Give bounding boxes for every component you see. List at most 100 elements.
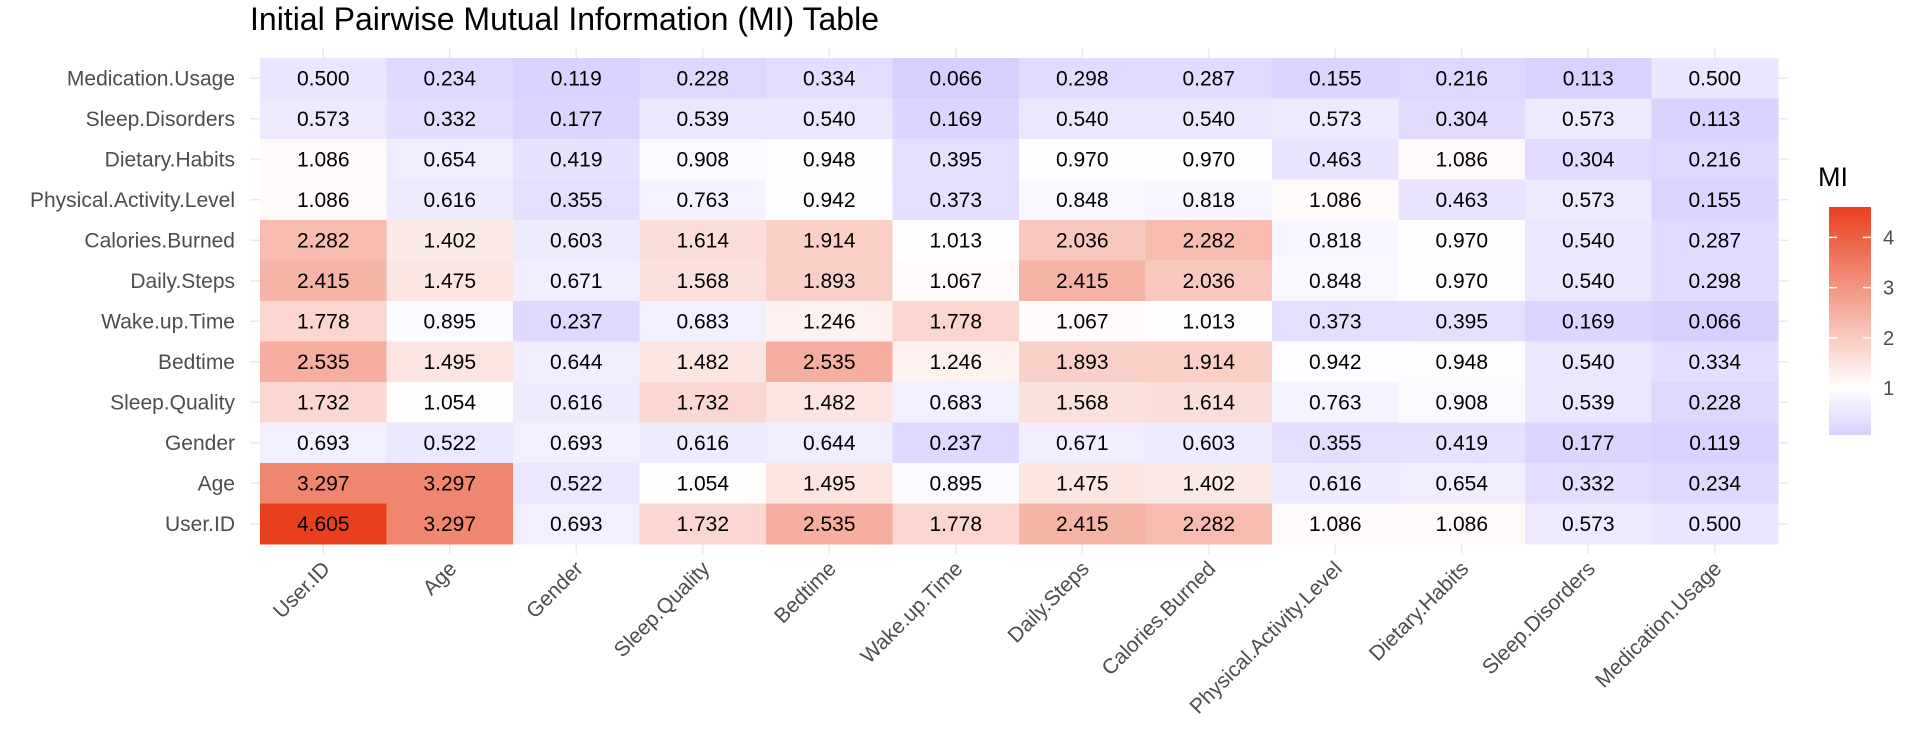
cell-value-label: 1.614 <box>676 229 729 252</box>
legend-tick-label: 3 <box>1883 278 1894 300</box>
cell-value-label: 0.683 <box>929 391 982 414</box>
cell-value-label: 1.778 <box>929 310 982 333</box>
heatmap-cell <box>1398 422 1526 464</box>
cell-value-label: 0.540 <box>803 108 856 131</box>
cell-value-label: 1.732 <box>676 391 729 414</box>
heatmap-cell <box>260 139 387 180</box>
cell-value-label: 0.573 <box>1562 108 1615 131</box>
cell-value-label: 0.355 <box>550 189 603 212</box>
heatmap-cell-labels: 0.500 0.234 0.119 0.228 0.334 0.066 0.298 0.287… <box>297 67 1741 536</box>
cell-value-label: 1.475 <box>1056 472 1109 495</box>
heatmap-cell <box>892 58 1020 99</box>
heatmap-cell <box>386 301 514 342</box>
heatmap-cell <box>1019 98 1146 140</box>
heatmap-cell <box>1398 179 1526 221</box>
cell-value-label: 0.671 <box>550 270 603 293</box>
cell-value-label: 0.119 <box>1689 432 1740 455</box>
heatmap-cell <box>386 463 514 504</box>
cell-value-label: 0.500 <box>1688 513 1741 536</box>
cell-value-label: 0.616 <box>423 189 476 212</box>
cell-value-label: 0.970 <box>1056 148 1109 171</box>
cell-value-label: 0.763 <box>676 189 729 212</box>
heatmap-cell <box>766 220 893 261</box>
heatmap-cell <box>386 503 514 545</box>
heatmap-cell <box>1272 301 1399 342</box>
heatmap-cell <box>892 220 1020 261</box>
heatmap-cell <box>260 98 387 140</box>
heatmap-cell <box>1525 260 1652 302</box>
cell-value-label: 1.482 <box>676 351 729 374</box>
heatmap-cell <box>260 463 387 504</box>
cell-value-label: 0.654 <box>1435 472 1488 495</box>
heatmap-cell <box>1651 98 1779 140</box>
heatmap-cell <box>1272 422 1399 464</box>
heatmap-cell <box>1145 220 1273 261</box>
cell-value-label: 0.948 <box>803 148 856 171</box>
heatmap-cell <box>1651 58 1779 99</box>
cell-value-label: 2.282 <box>1182 513 1235 536</box>
cell-value-label: 0.355 <box>1309 432 1362 455</box>
cell-value-label: 0.603 <box>1182 432 1235 455</box>
cell-value-label: 0.228 <box>1688 391 1741 414</box>
heatmap-cell <box>1651 260 1779 302</box>
heatmap-cell <box>1145 98 1273 140</box>
heatmap-cell <box>892 179 1020 221</box>
heatmap-cell <box>260 179 387 221</box>
cell-value-label: 0.304 <box>1435 108 1488 131</box>
x-tick-label: Calories.Burned <box>1098 557 1221 680</box>
cell-value-label: 1.482 <box>803 391 856 414</box>
cell-value-label: 0.818 <box>1309 229 1362 252</box>
cell-value-label: 1.086 <box>1435 513 1488 536</box>
cell-value-label: 0.539 <box>676 108 729 131</box>
y-tick-label: Wake.up.Time <box>101 310 235 333</box>
cell-value-label: 2.282 <box>297 229 350 252</box>
heatmap-cell <box>386 220 514 261</box>
cell-value-label: 0.463 <box>1309 148 1362 171</box>
cell-value-label: 1.893 <box>1056 351 1109 374</box>
heatmap-cell <box>1145 58 1273 99</box>
chart-title: Initial Pairwise Mutual Information (MI)… <box>250 1 879 37</box>
cell-value-label: 1.054 <box>676 472 729 495</box>
heatmap-cell <box>513 382 640 423</box>
heatmap-cells <box>260 58 1779 545</box>
cell-value-label: 0.237 <box>550 310 603 333</box>
heatmap-cell <box>639 58 767 99</box>
heatmap-cell <box>1398 341 1526 383</box>
y-tick-label: Age <box>198 472 235 495</box>
heatmap-cell <box>1272 220 1399 261</box>
cell-value-label: 0.539 <box>1562 391 1615 414</box>
cell-value-label: 0.763 <box>1309 391 1362 414</box>
heatmap-cell <box>513 260 640 302</box>
cell-value-label: 0.603 <box>550 229 603 252</box>
heatmap-cell <box>639 98 767 140</box>
x-tick-label: Wake.up.Time <box>856 557 967 668</box>
heatmap-cell <box>260 220 387 261</box>
heatmap-cell <box>1272 341 1399 383</box>
heatmap-cell <box>513 422 640 464</box>
heatmap-cell <box>1651 301 1779 342</box>
cell-value-label: 2.535 <box>297 351 350 374</box>
cell-value-label: 0.373 <box>1309 310 1362 333</box>
heatmap-cell <box>1525 220 1652 261</box>
cell-value-label: 1.402 <box>423 229 476 252</box>
cell-value-label: 0.895 <box>929 472 982 495</box>
cell-value-label: 0.113 <box>1563 67 1614 90</box>
cell-value-label: 0.177 <box>550 108 603 131</box>
heatmap-cell <box>1019 179 1146 221</box>
cell-value-label: 0.540 <box>1562 229 1615 252</box>
heatmap-cell <box>1145 463 1273 504</box>
cell-value-label: 0.616 <box>1309 472 1362 495</box>
cell-value-label: 0.287 <box>1688 229 1741 252</box>
heatmap-cell <box>892 382 1020 423</box>
cell-value-label: 1.568 <box>1056 391 1109 414</box>
x-tick-label: Medication.Usage <box>1591 557 1726 692</box>
cell-value-label: 2.535 <box>803 513 856 536</box>
cell-value-label: 0.066 <box>929 67 982 90</box>
cell-value-label: 3.297 <box>423 472 476 495</box>
heatmap-cell <box>766 382 893 423</box>
cell-value-label: 1.914 <box>1182 351 1235 374</box>
heatmap-cell <box>766 179 893 221</box>
cell-value-label: 1.614 <box>1182 391 1235 414</box>
heatmap-cell <box>1019 260 1146 302</box>
